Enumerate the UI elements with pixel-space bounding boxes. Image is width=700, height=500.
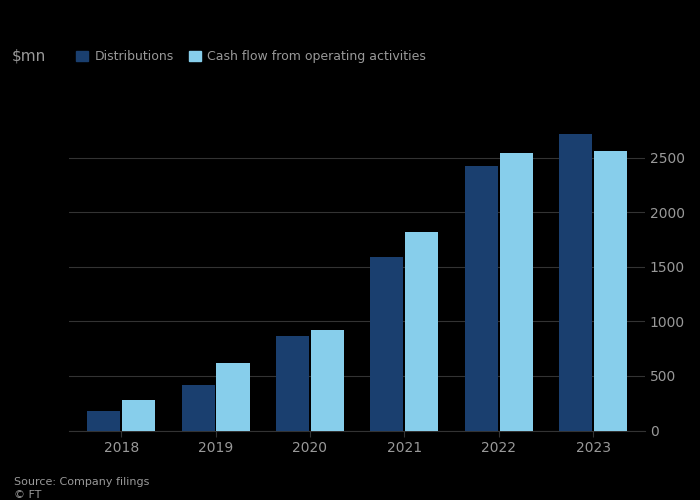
Bar xyxy=(500,154,533,430)
Bar xyxy=(276,336,309,430)
Bar xyxy=(181,384,215,430)
Text: $mn: $mn xyxy=(12,48,46,64)
Bar xyxy=(216,363,249,430)
Bar xyxy=(88,412,120,430)
Legend: Distributions, Cash flow from operating activities: Distributions, Cash flow from operating … xyxy=(76,50,426,64)
Bar xyxy=(559,134,592,430)
Bar xyxy=(594,151,627,430)
Bar xyxy=(405,232,438,430)
Bar xyxy=(370,257,403,430)
Bar xyxy=(311,330,344,430)
Text: Source: Company filings: Source: Company filings xyxy=(14,477,149,487)
Text: © FT: © FT xyxy=(14,490,41,500)
Bar xyxy=(465,166,498,430)
Bar xyxy=(122,400,155,430)
